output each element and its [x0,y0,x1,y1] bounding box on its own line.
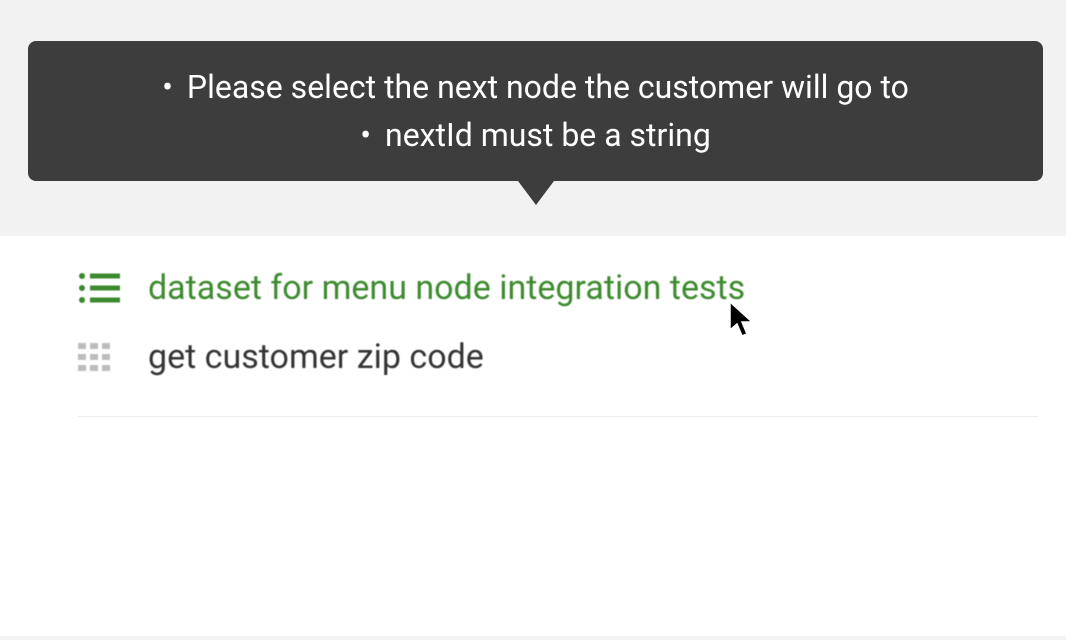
tooltip-message: nextId must be a string [58,111,1013,159]
tooltip-message-list: Please select the next node the customer… [58,63,1013,159]
node-item-dataset[interactable]: dataset for menu node integration tests [0,254,1066,323]
tooltip-message-text: nextId must be a string [385,111,711,159]
grid-icon [78,343,120,371]
node-list-panel: dataset for menu node integration tests … [0,236,1066,636]
node-item-zipcode[interactable]: get customer zip code [0,323,1066,392]
tooltip-message-text: Please select the next node the customer… [187,63,909,111]
workspace-area [78,416,1038,636]
tooltip-message: Please select the next node the customer… [58,63,1013,111]
node-label: dataset for menu node integration tests [148,268,745,309]
list-icon [78,271,120,305]
node-label: get customer zip code [148,337,484,378]
tooltip-arrow [518,181,554,205]
validation-tooltip: Please select the next node the customer… [28,41,1043,181]
